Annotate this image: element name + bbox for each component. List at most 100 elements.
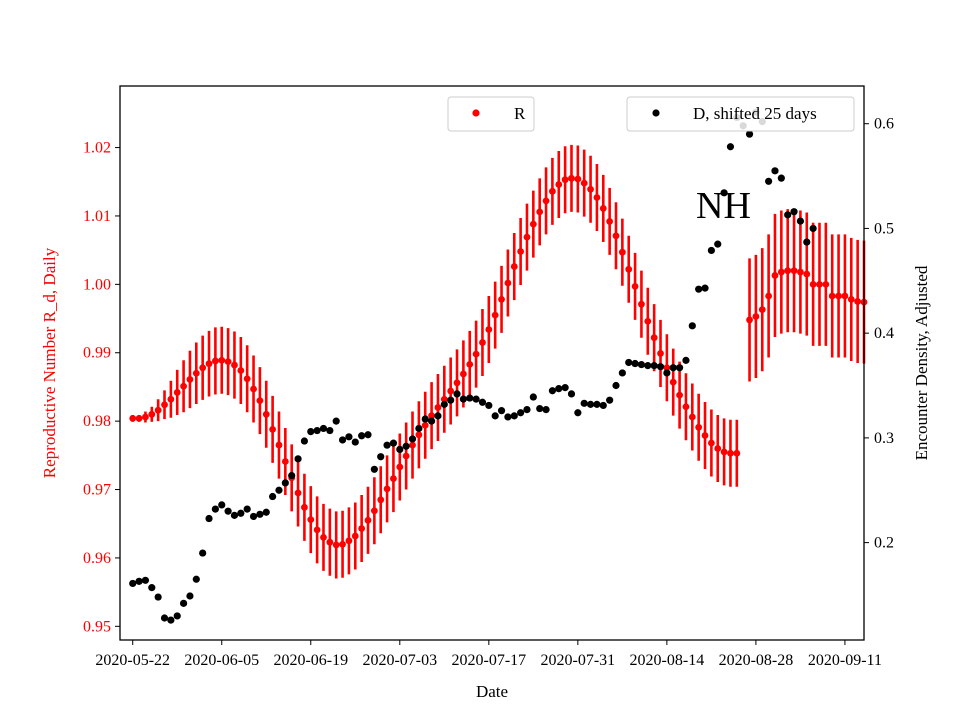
d-point — [377, 453, 385, 461]
d-point — [714, 240, 722, 248]
r-point — [663, 364, 671, 372]
d-point — [593, 400, 601, 408]
d-point — [663, 369, 671, 377]
d-point — [675, 364, 684, 372]
r-point — [320, 534, 327, 541]
r-point — [256, 397, 264, 405]
x-tick-label: 2020-08-28 — [719, 652, 794, 669]
r-point — [415, 431, 423, 439]
r-point — [466, 360, 474, 368]
r-point — [173, 389, 181, 396]
r-point — [618, 248, 626, 256]
left-tick-label: 1.01 — [83, 208, 111, 225]
d-point — [179, 599, 188, 607]
d-point — [745, 130, 754, 138]
x-tick-label: 2020-05-22 — [95, 652, 170, 669]
d-point — [625, 358, 633, 367]
d-point — [300, 437, 309, 445]
left-tick-label: 1.02 — [83, 140, 111, 157]
d-point — [701, 284, 709, 292]
r-point — [301, 503, 308, 511]
d-point — [644, 362, 652, 370]
d-point — [148, 584, 156, 592]
r-point — [211, 357, 219, 365]
right-tick-label: 0.3 — [874, 430, 894, 447]
r-point — [574, 175, 582, 183]
d-point — [389, 439, 398, 447]
d-point — [269, 492, 277, 501]
r-point — [250, 385, 257, 393]
r-point — [695, 423, 703, 431]
d-point — [491, 412, 499, 420]
right-tick-label: 0.6 — [874, 116, 894, 133]
d-point — [809, 224, 817, 233]
r-point — [612, 232, 620, 240]
d-point — [517, 409, 525, 417]
d-point — [262, 508, 270, 516]
r-point — [809, 280, 817, 288]
r-point — [669, 378, 677, 386]
r-point — [224, 358, 232, 366]
r-point — [243, 375, 251, 383]
r-point — [580, 179, 588, 187]
d-point — [688, 322, 696, 330]
x-tick-label: 2020-08-14 — [630, 652, 705, 669]
r-point — [186, 376, 194, 383]
r-point — [822, 280, 830, 288]
r-point — [307, 516, 315, 524]
x-tick-label: 2020-07-03 — [362, 652, 437, 669]
r-point — [199, 364, 207, 372]
r-point — [154, 406, 162, 414]
r-point — [733, 449, 741, 457]
d-point — [548, 387, 557, 395]
left-axis-ticks: 0.95 0.96 0.97 0.98 0.99 1.00 1.01 1.02 — [83, 140, 120, 635]
r-point — [536, 208, 544, 216]
d-point — [275, 486, 283, 494]
d-point — [408, 435, 417, 443]
d-point — [135, 577, 143, 585]
d-point — [218, 501, 226, 509]
r-point — [447, 387, 455, 395]
right-tick-label: 0.4 — [874, 325, 894, 342]
r-point — [205, 360, 213, 368]
d-point — [497, 407, 506, 415]
r-point — [625, 265, 633, 273]
right-axis-label: Encounter Density, Adjusted — [912, 265, 931, 460]
d-point — [765, 177, 773, 185]
d-point — [784, 211, 792, 219]
d-point — [574, 409, 582, 417]
d-point — [618, 369, 626, 377]
r-point — [816, 280, 823, 288]
d-point — [504, 413, 512, 421]
legend-d: D, shifted 25 days — [626, 96, 855, 132]
r-point — [777, 268, 785, 276]
left-tick-label: 0.98 — [83, 413, 111, 430]
r-point — [828, 292, 836, 300]
d-point — [612, 381, 620, 390]
r-point — [434, 404, 442, 411]
r-point — [275, 441, 283, 449]
r-point — [593, 194, 601, 201]
r-point — [237, 367, 245, 374]
d-point — [129, 579, 137, 588]
r-point — [517, 248, 525, 255]
r-point — [746, 316, 753, 324]
d-point — [536, 404, 544, 413]
d-point — [370, 465, 378, 473]
d-point — [453, 390, 461, 398]
r-point — [504, 279, 512, 287]
d-point — [567, 390, 576, 398]
r-point — [599, 205, 607, 212]
d-point — [777, 174, 785, 182]
left-axis-label: Reproductive Number R_d, Daily — [40, 247, 59, 478]
r-point — [841, 292, 849, 300]
r-point — [638, 300, 645, 308]
r-point — [161, 401, 168, 409]
r-point — [148, 410, 156, 418]
r-point — [758, 306, 766, 314]
d-point — [682, 356, 690, 364]
d-point — [383, 441, 391, 449]
d-point — [459, 395, 467, 403]
legend-d-box — [626, 96, 855, 132]
